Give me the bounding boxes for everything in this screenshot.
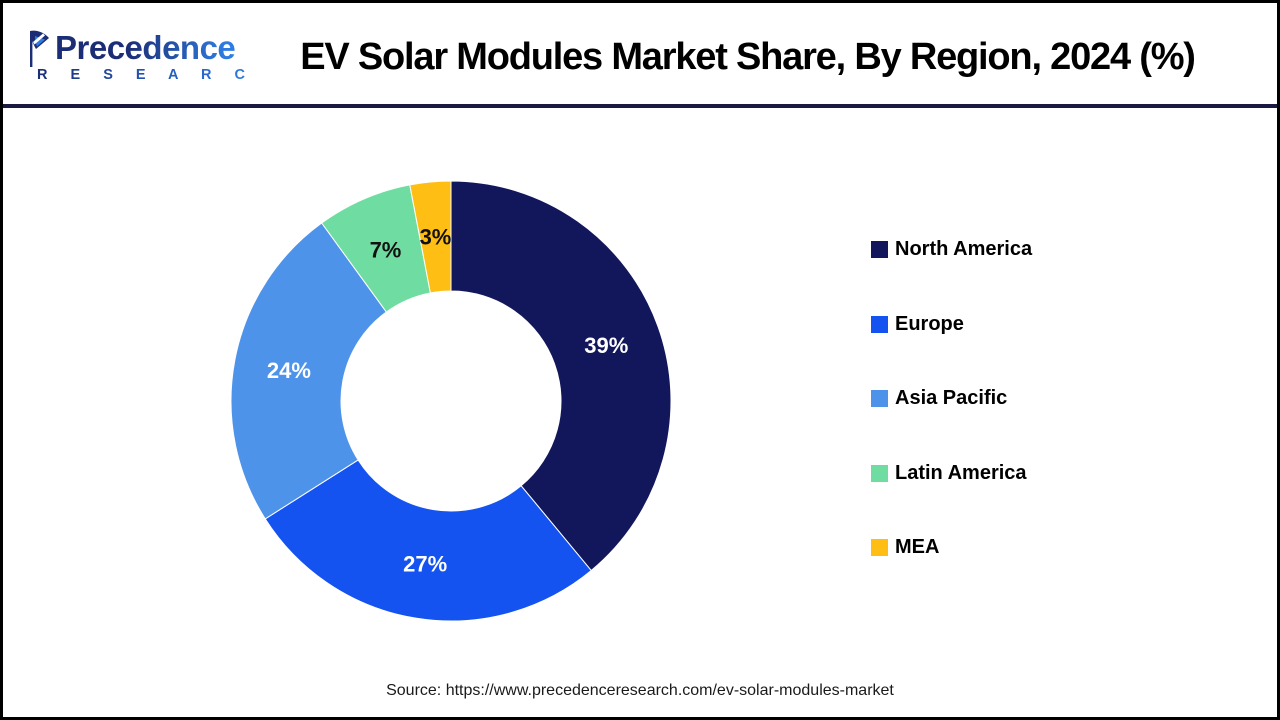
slice-label-latin-america: 7% bbox=[370, 237, 402, 262]
legend-item-north-america: North America bbox=[871, 237, 1151, 262]
logo-top-row: Precedence bbox=[23, 29, 253, 67]
slice-label-north-america: 39% bbox=[584, 333, 628, 358]
legend-swatch-latin-america bbox=[871, 464, 888, 482]
legend-swatch-asia-pacific bbox=[871, 390, 888, 407]
slice-label-mea: 3% bbox=[420, 224, 452, 249]
donut-chart: 39% 27% 24% 7% 3% bbox=[230, 180, 672, 622]
legend-swatch-mea bbox=[871, 539, 888, 556]
donut-slice-asia-pacific bbox=[230, 222, 388, 520]
donut-slice-north-america bbox=[450, 180, 672, 572]
legend-label-mea: MEA bbox=[895, 536, 940, 558]
donut-slice-europe bbox=[264, 459, 592, 622]
legend-label-europe: Europe bbox=[895, 312, 964, 335]
donut-slice-mea bbox=[409, 180, 452, 294]
legend-item-latin-america: Latin America bbox=[871, 461, 1151, 486]
slice-label-europe: 27% bbox=[403, 552, 447, 577]
legend-label-north-america: North America bbox=[895, 238, 1033, 260]
source-attribution: Source: https://www.precedenceresearch.c… bbox=[386, 682, 894, 699]
slice-label-asia-pacific: 24% bbox=[267, 358, 311, 383]
precedence-research-logo: Precedence R E S E A R C H bbox=[23, 29, 288, 87]
logo-subtitle: R E S E A R C H bbox=[37, 67, 288, 83]
legend-item-mea: MEA bbox=[871, 535, 1151, 560]
legend-swatch-north-america bbox=[871, 241, 888, 258]
legend-item-europe: Europe bbox=[871, 312, 1151, 337]
header-divider-rule bbox=[3, 104, 1277, 108]
logo-pinwheel-icon bbox=[30, 30, 49, 67]
chart-title: EV Solar Modules Market Share, By Region… bbox=[300, 36, 1196, 78]
chart-legend: North America Europe Asia Pacific Latin … bbox=[871, 237, 1151, 610]
header: Precedence R E S E A R C H EV Solar Modu… bbox=[3, 3, 1277, 104]
legend-swatch-europe bbox=[871, 315, 888, 333]
logo-wordmark: Precedence bbox=[55, 29, 236, 66]
legend-item-asia-pacific: Asia Pacific bbox=[871, 386, 1151, 411]
legend-label-latin-america: Latin America bbox=[895, 461, 1027, 484]
legend-label-asia-pacific: Asia Pacific bbox=[895, 387, 1008, 409]
